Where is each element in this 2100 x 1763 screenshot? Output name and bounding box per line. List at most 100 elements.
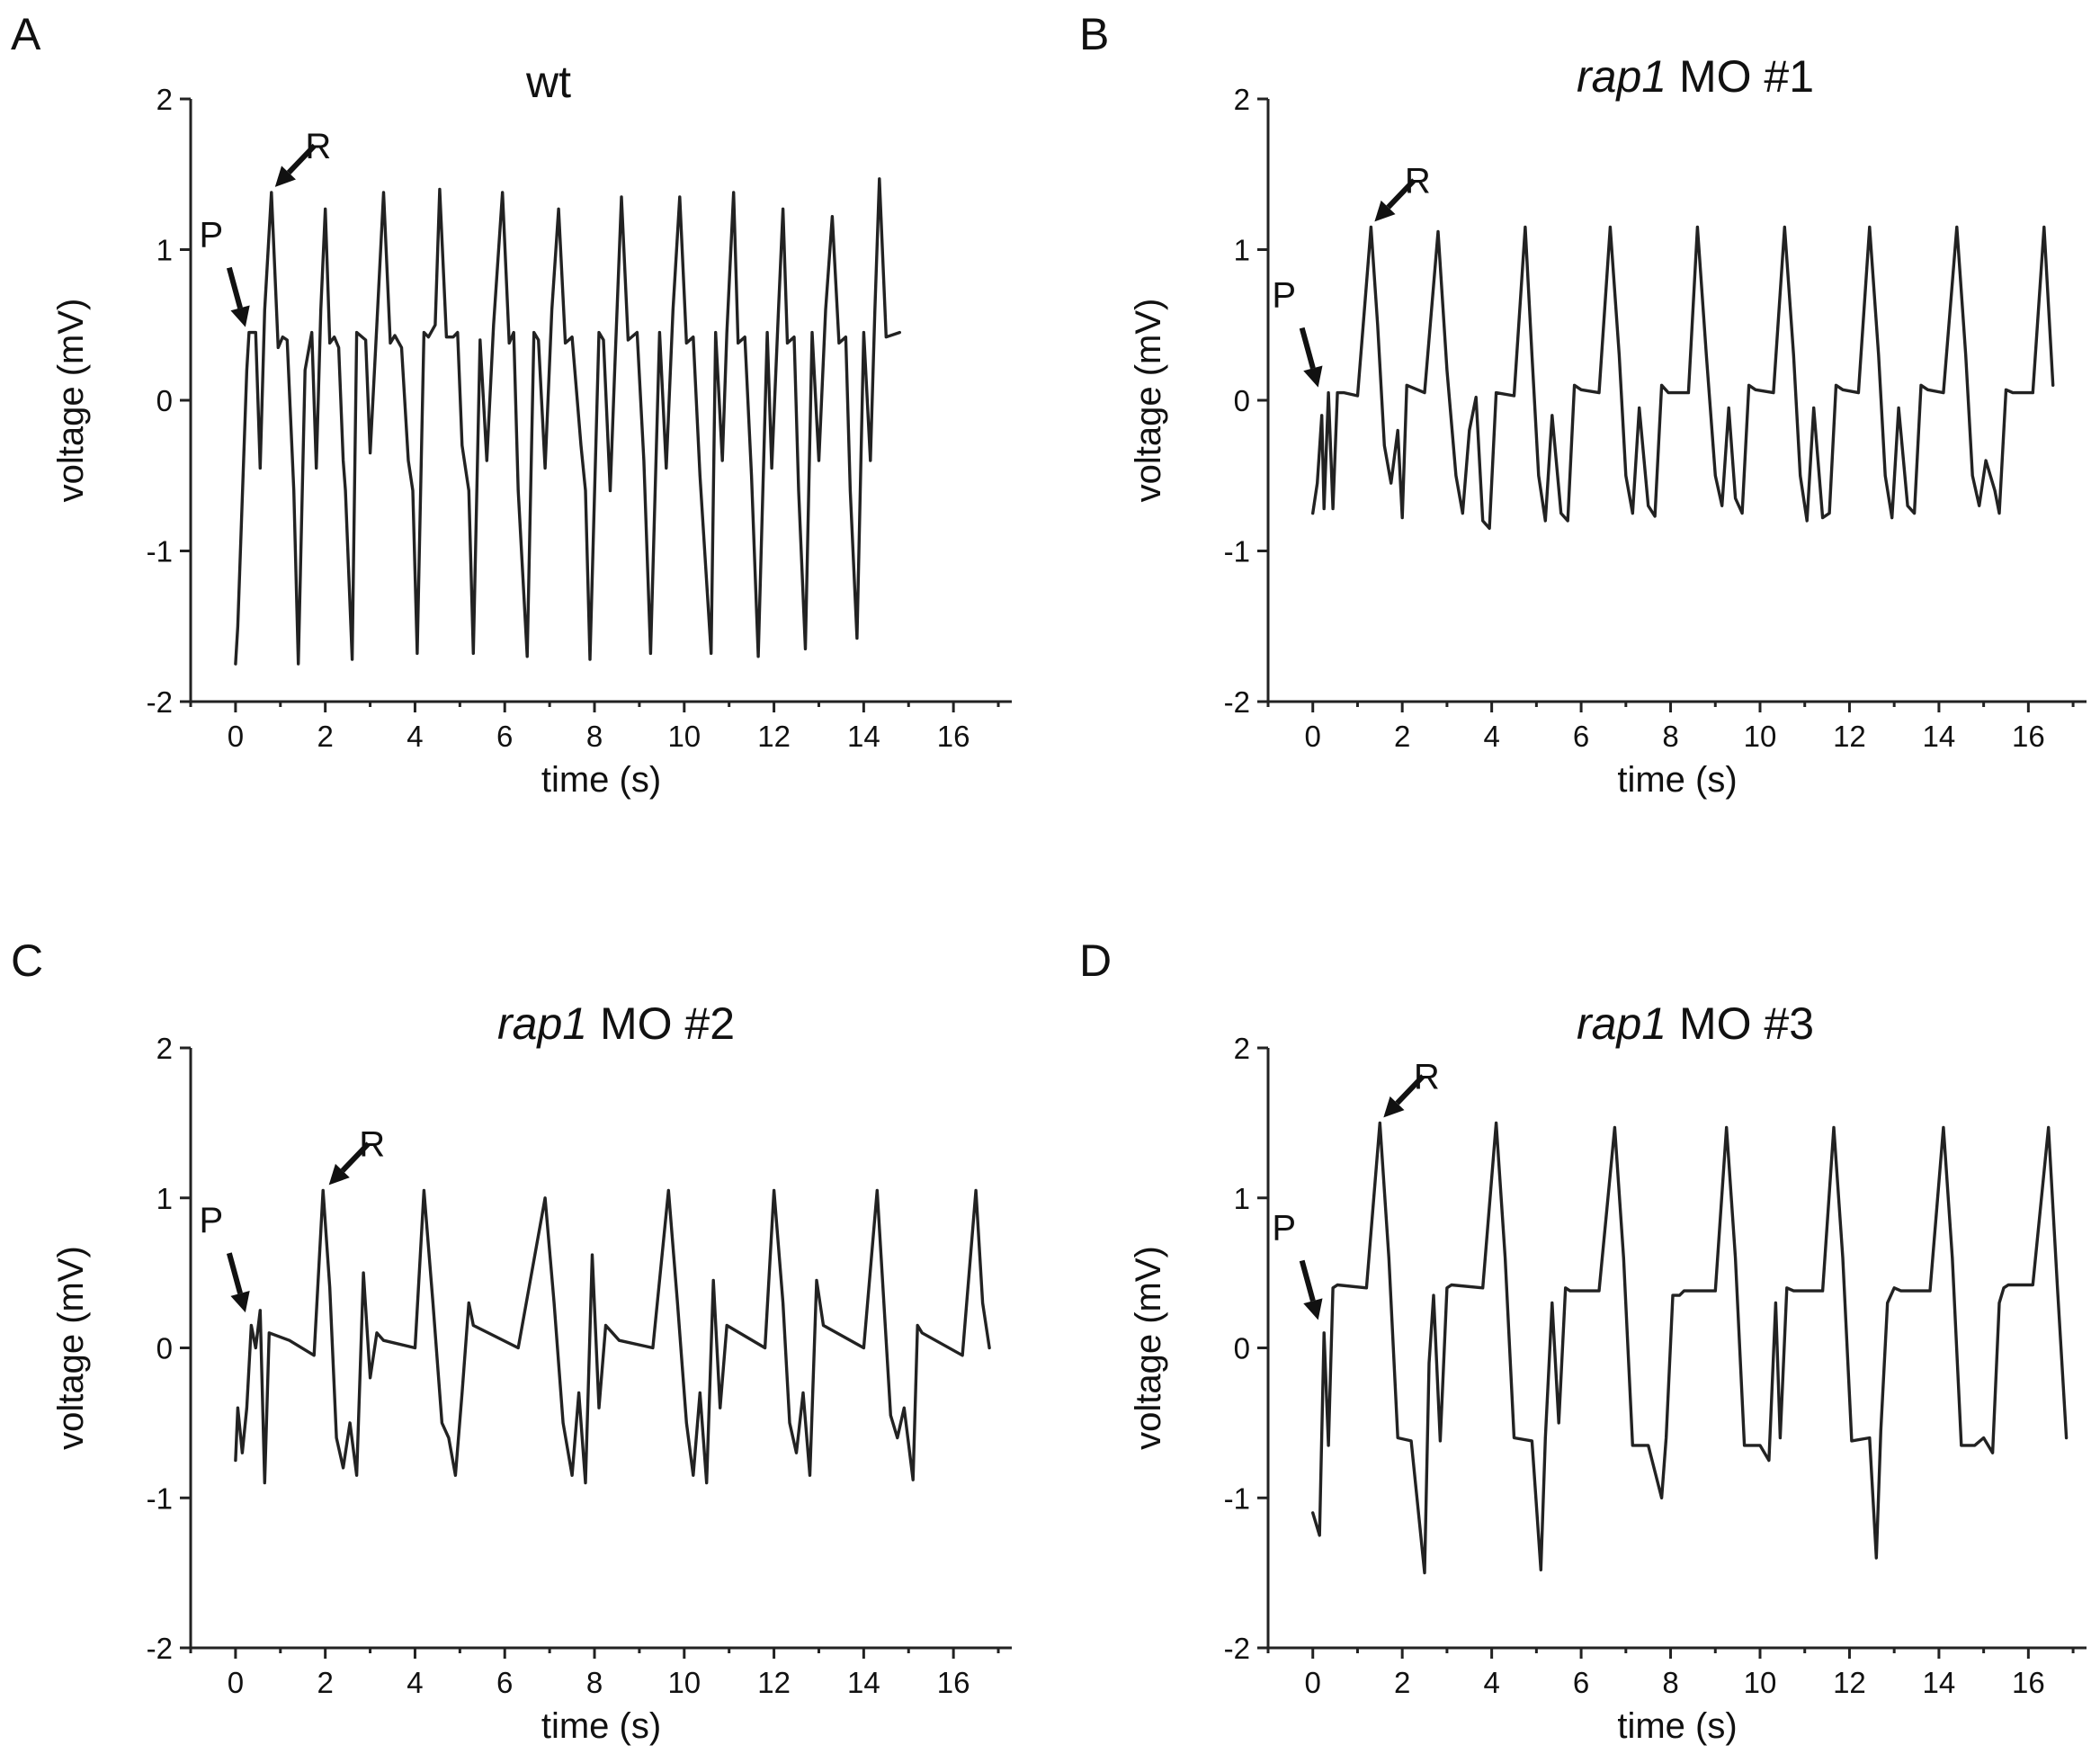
annotation-r-arrow-head: [328, 1163, 350, 1186]
y-tick-label: 2: [156, 1032, 173, 1065]
x-tick-label: 2: [1394, 720, 1410, 753]
y-tick-label: 1: [156, 234, 173, 267]
panel-title-d: rap1 MO #3: [1577, 998, 1814, 1049]
gene-name: rap1: [1577, 51, 1667, 102]
x-tick-label: 10: [1744, 1666, 1777, 1699]
x-tick-label: 16: [2012, 720, 2045, 753]
y-tick-label: -1: [1224, 535, 1250, 568]
x-tick-label: 0: [228, 1666, 244, 1699]
x-axis-label: time (s): [1617, 1706, 1737, 1746]
panel-letter-d: D: [1079, 935, 1112, 986]
annotation-p-label: P: [1272, 1208, 1296, 1248]
y-tick-label: 0: [156, 1332, 173, 1365]
y-tick-label: -2: [1224, 685, 1250, 719]
annotation-p-arrow-head: [230, 305, 250, 327]
panel-title-b: rap1 MO #1: [1577, 51, 1814, 102]
y-axis-label: voltage (mV): [51, 299, 91, 503]
y-tick-label: 1: [1234, 234, 1250, 267]
x-axis-label: time (s): [541, 1706, 661, 1746]
x-axis-label: time (s): [1617, 760, 1737, 800]
y-tick-label: 2: [1234, 1032, 1250, 1065]
y-axis-label: voltage (mV): [1129, 299, 1168, 503]
x-tick-label: 14: [847, 1666, 880, 1699]
annotation-p-arrow-shaft: [226, 1252, 243, 1294]
annotation-p-arrow-shaft: [1299, 327, 1316, 370]
x-tick-label: 8: [586, 720, 603, 753]
x-tick-label: 16: [937, 1666, 970, 1699]
y-axis-label: voltage (mV): [1129, 1246, 1168, 1450]
y-tick-label: 0: [1234, 384, 1250, 417]
x-tick-label: 12: [757, 720, 791, 753]
annotation-r-arrow-shaft: [340, 1141, 371, 1173]
morpholino-label: MO #1: [1667, 51, 1814, 102]
x-tick-label: 4: [407, 720, 423, 753]
x-tick-label: 6: [1573, 1666, 1589, 1699]
annotation-p-arrow-shaft: [1299, 1259, 1316, 1302]
x-tick-label: 0: [228, 720, 244, 753]
annotation-r-arrow-head: [1383, 1096, 1405, 1118]
x-tick-label: 2: [1394, 1666, 1410, 1699]
ecg-trace-a: [234, 177, 901, 666]
y-tick-label: -2: [147, 1632, 173, 1665]
y-tick-label: -2: [1224, 1632, 1250, 1665]
y-tick-label: 0: [156, 384, 173, 417]
x-tick-label: 16: [2012, 1666, 2045, 1699]
x-tick-label: 10: [667, 720, 701, 753]
y-tick-label: -2: [147, 685, 173, 719]
annotation-p-label: P: [200, 1201, 224, 1240]
x-tick-label: 10: [1744, 720, 1777, 753]
panel-letter-a: A: [11, 9, 41, 59]
annotation-p-arrow-head: [1303, 1298, 1323, 1320]
x-tick-label: 4: [1483, 1666, 1499, 1699]
x-tick-label: 14: [847, 720, 880, 753]
x-tick-label: 0: [1305, 720, 1321, 753]
x-tick-label: 6: [496, 1666, 513, 1699]
y-tick-label: -1: [147, 1481, 173, 1515]
x-tick-label: 12: [1833, 1666, 1866, 1699]
panel-title-a: wt: [525, 57, 571, 107]
x-tick-label: 12: [1833, 720, 1866, 753]
gene-name: rap1: [1577, 998, 1667, 1049]
annotation-p-arrow-shaft: [226, 266, 243, 309]
annotation-r-label: R: [305, 127, 331, 166]
annotation-p-arrow-head: [230, 1291, 250, 1313]
annotation-r-arrow-shaft: [1386, 178, 1416, 210]
y-tick-label: 0: [1234, 1332, 1250, 1365]
y-tick-label: 1: [156, 1182, 173, 1215]
annotation-r-arrow-shaft: [286, 143, 317, 175]
annotation-r-arrow-head: [1374, 200, 1396, 222]
x-tick-label: 12: [757, 1666, 791, 1699]
annotation-r-label: R: [1405, 161, 1431, 201]
x-tick-label: 4: [407, 1666, 423, 1699]
y-tick-label: -1: [1224, 1481, 1250, 1515]
x-axis-label: time (s): [541, 760, 661, 800]
panel-title-c: rap1 MO #2: [497, 998, 735, 1049]
x-tick-label: 6: [1573, 720, 1589, 753]
ecg-trace-c: [234, 1188, 991, 1485]
annotation-r-arrow-shaft: [1395, 1074, 1425, 1105]
panel-letter-c: C: [11, 935, 43, 986]
panel-letter-b: B: [1079, 9, 1109, 59]
x-tick-label: 10: [667, 1666, 701, 1699]
y-tick-label: -1: [147, 535, 173, 568]
morpholino-label: MO #2: [587, 998, 735, 1049]
y-tick-label: 1: [1234, 1182, 1250, 1215]
morpholino-label: MO #3: [1667, 998, 1814, 1049]
annotation-p-label: P: [1272, 276, 1296, 316]
x-tick-label: 14: [1923, 1666, 1956, 1699]
x-tick-label: 4: [1483, 720, 1499, 753]
x-tick-label: 0: [1305, 1666, 1321, 1699]
ecg-trace-b: [1310, 225, 2055, 531]
x-tick-label: 2: [317, 720, 333, 753]
x-tick-label: 8: [1662, 720, 1678, 753]
annotation-p-label: P: [200, 216, 224, 255]
annotation-r-label: R: [1414, 1057, 1440, 1096]
x-tick-label: 8: [586, 1666, 603, 1699]
x-tick-label: 2: [317, 1666, 333, 1699]
y-axis-label: voltage (mV): [51, 1246, 91, 1450]
